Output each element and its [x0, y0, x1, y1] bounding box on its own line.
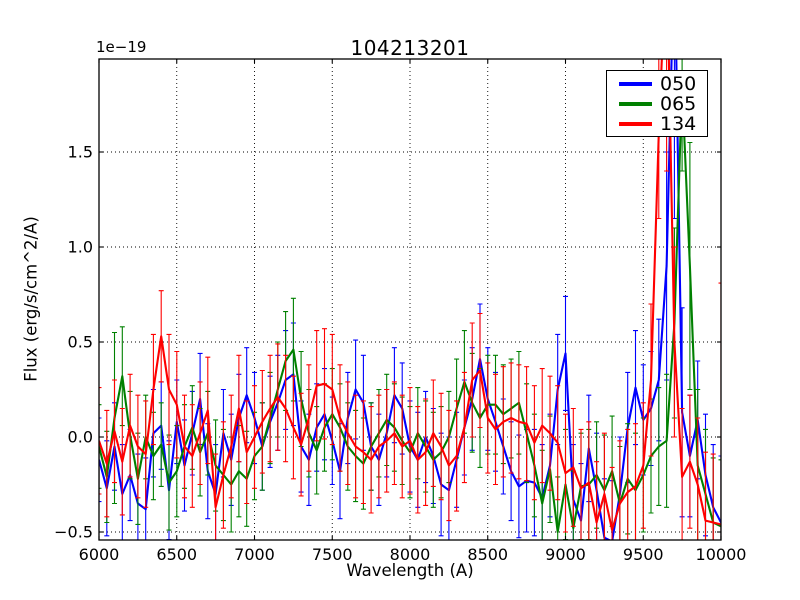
y-tick-label: 1.0	[68, 238, 93, 257]
y-tick-label: 0.0	[68, 428, 93, 447]
legend-label: 065	[660, 92, 697, 115]
x-tick-label: 7500	[312, 545, 353, 564]
legend-line-sample	[619, 102, 652, 106]
legend-item-134: 134	[619, 114, 707, 134]
axis-ticks	[98, 59, 722, 540]
legend-label: 050	[660, 72, 697, 95]
x-axis-label: Wavelength (A)	[346, 561, 474, 580]
legend-item-050: 050	[619, 74, 707, 94]
legend-item-065: 065	[619, 94, 707, 114]
legend-label: 134	[660, 112, 697, 135]
x-tick-label: 6000	[79, 545, 120, 564]
legend-line-sample	[619, 122, 652, 126]
y-tick-label: 0.5	[68, 333, 93, 352]
page-title: 104213201	[350, 36, 470, 60]
y-axis-label: Flux (erg/s/cm^2/A)	[21, 216, 41, 382]
x-tick-label: 6500	[156, 545, 197, 564]
legend-line-sample	[619, 82, 652, 86]
y-tick-label: 1.5	[68, 143, 93, 162]
x-tick-label: 7000	[234, 545, 275, 564]
x-tick-label: 8000	[390, 545, 431, 564]
spectrum-line-134	[99, 59, 721, 532]
y-axis-offset-text: 1e−19	[96, 38, 147, 56]
x-tick-label: 10000	[696, 545, 747, 564]
legend-box: 050 065 134	[606, 70, 708, 137]
x-tick-label: 9000	[545, 545, 586, 564]
x-tick-label: 8500	[467, 545, 508, 564]
x-tick-label: 9500	[623, 545, 664, 564]
y-tick-label: −0.5	[54, 523, 93, 542]
